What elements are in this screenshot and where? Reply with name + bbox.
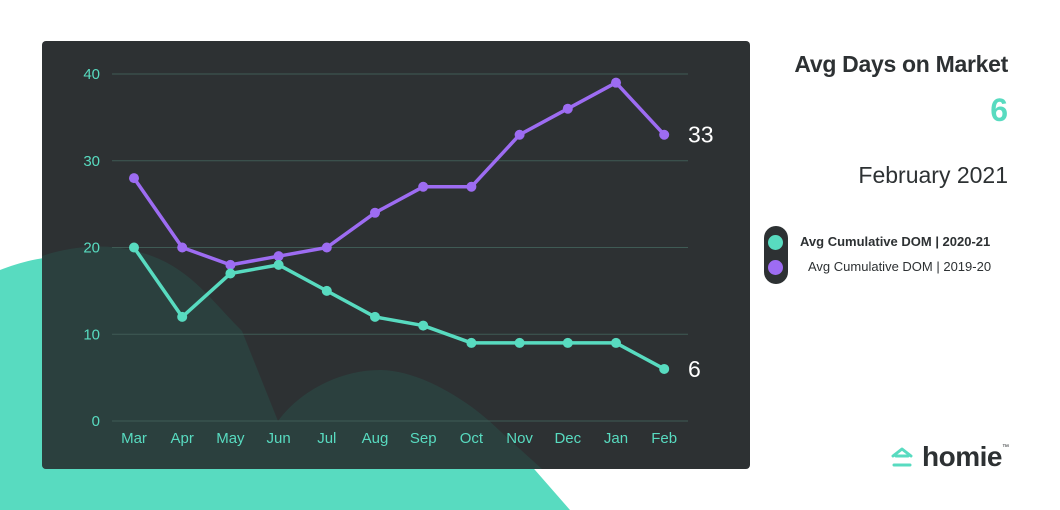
data-point[interactable] xyxy=(659,363,670,374)
legend-label-2020-21[interactable]: Avg Cumulative DOM | 2020-21 xyxy=(800,234,991,249)
x-tick-label: Mar xyxy=(121,430,147,447)
x-tick-label: Sep xyxy=(410,430,437,447)
data-point[interactable] xyxy=(611,337,621,348)
x-tick-label: Jun xyxy=(267,430,291,447)
series-end-label: 33 xyxy=(688,122,714,148)
y-tick-label: 40 xyxy=(83,66,100,83)
data-point[interactable] xyxy=(466,181,477,192)
data-point[interactable] xyxy=(418,181,429,192)
data-point[interactable] xyxy=(611,77,621,88)
data-point[interactable] xyxy=(177,242,188,253)
panel-shadow-shape xyxy=(42,246,542,469)
period-label: February 2021 xyxy=(858,162,1008,188)
x-tick-label: Apr xyxy=(171,430,194,447)
legend-dot-2020-21 xyxy=(768,235,783,250)
data-point[interactable] xyxy=(177,311,188,322)
data-point[interactable] xyxy=(129,242,139,253)
chart-title: Avg Days on Market xyxy=(794,51,1008,77)
line-chart: 0 10 20 30 40 Mar Apr May Jun Jul Aug Sep Oct Nov Dec… xyxy=(42,66,714,469)
x-tick-label: Nov xyxy=(506,430,533,447)
data-point[interactable] xyxy=(273,251,284,262)
data-point[interactable] xyxy=(225,259,236,270)
y-tick-label: 0 xyxy=(92,413,100,430)
series-line xyxy=(132,80,666,267)
x-tick-label: Aug xyxy=(362,430,389,447)
data-point[interactable] xyxy=(370,311,380,322)
data-point[interactable] xyxy=(129,173,139,184)
homie-logo: homie ™ xyxy=(890,440,1009,474)
x-tick-label: May xyxy=(216,430,245,447)
data-point[interactable] xyxy=(562,337,573,348)
x-tick-label: Oct xyxy=(460,430,484,447)
brand-name: homie xyxy=(922,441,1002,472)
data-point[interactable] xyxy=(273,259,284,270)
chart-panel: 0 10 20 30 40 Mar Apr May Jun Jul Aug Sep Oct Nov Dec… xyxy=(42,41,750,469)
data-point[interactable] xyxy=(321,285,332,296)
y-tick-label: 20 xyxy=(83,240,100,257)
homie-house-icon xyxy=(891,447,913,467)
x-tick-label: Jan xyxy=(604,430,628,447)
data-point[interactable] xyxy=(225,268,236,279)
x-tick-label: Jul xyxy=(317,430,336,447)
data-point[interactable] xyxy=(562,103,573,114)
data-point[interactable] xyxy=(321,242,332,253)
data-point[interactable] xyxy=(370,207,380,218)
series-line xyxy=(132,246,666,371)
y-tick-label: 30 xyxy=(83,153,100,170)
x-tick-label: Feb xyxy=(651,430,677,447)
data-point[interactable] xyxy=(418,320,429,331)
data-point[interactable] xyxy=(514,129,525,140)
data-point[interactable] xyxy=(514,337,525,348)
x-tick-label: Dec xyxy=(554,430,581,447)
current-value: 6 xyxy=(990,92,1008,128)
data-point[interactable] xyxy=(466,337,477,348)
y-tick-label: 10 xyxy=(83,326,100,343)
trademark-symbol: ™ xyxy=(1001,443,1009,451)
data-point[interactable] xyxy=(659,129,670,140)
legend-label-2019-20[interactable]: Avg Cumulative DOM | 2019-20 xyxy=(808,259,992,274)
legend-dot-2019-20 xyxy=(768,260,783,275)
series-end-label: 6 xyxy=(688,356,701,382)
